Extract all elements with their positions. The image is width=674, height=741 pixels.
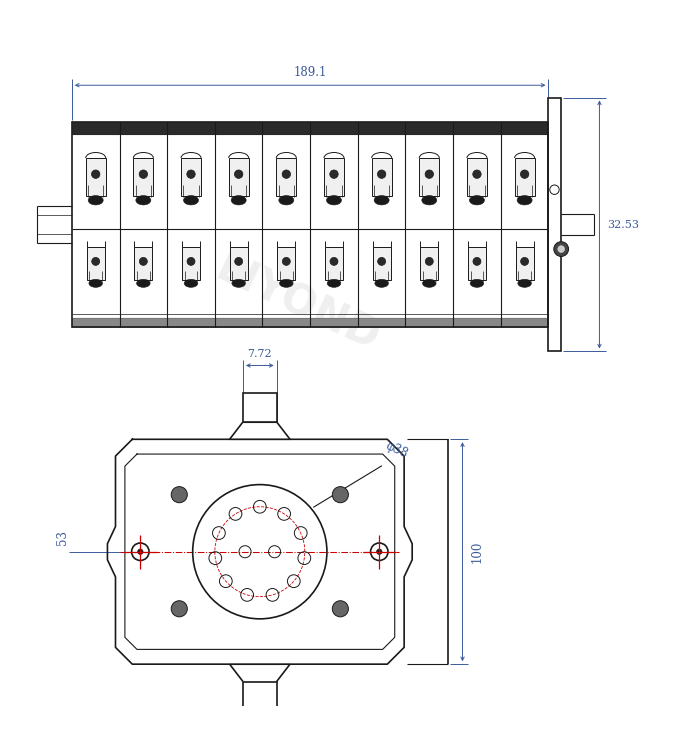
Ellipse shape (137, 279, 150, 288)
Ellipse shape (517, 196, 532, 205)
Bar (182, 247, 200, 280)
Circle shape (140, 257, 148, 265)
Circle shape (377, 549, 382, 554)
Bar (228, 158, 249, 196)
Text: 32.53: 32.53 (607, 219, 640, 230)
Circle shape (92, 170, 100, 179)
Ellipse shape (232, 279, 245, 288)
Ellipse shape (88, 196, 103, 205)
Bar (243, 393, 276, 422)
Text: 100: 100 (470, 540, 483, 563)
Bar (549, 98, 561, 351)
Text: LIYOND: LIYOND (172, 505, 301, 585)
Bar (325, 247, 343, 280)
Bar (373, 247, 391, 280)
Circle shape (330, 170, 338, 179)
Circle shape (472, 170, 481, 179)
Text: LIYOND: LIYOND (208, 247, 386, 359)
Circle shape (425, 170, 433, 179)
Bar (134, 247, 152, 280)
Ellipse shape (231, 196, 246, 205)
Circle shape (377, 257, 386, 265)
Ellipse shape (279, 196, 294, 205)
Bar (72, 122, 549, 134)
Bar (514, 158, 534, 196)
Ellipse shape (470, 279, 484, 288)
Text: φ38: φ38 (384, 439, 410, 461)
Circle shape (554, 242, 569, 256)
Circle shape (330, 257, 338, 265)
Ellipse shape (423, 279, 436, 288)
Bar (324, 158, 344, 196)
Circle shape (558, 246, 565, 253)
Bar (420, 247, 438, 280)
Ellipse shape (327, 279, 341, 288)
Bar (468, 247, 486, 280)
Bar (72, 122, 549, 327)
Ellipse shape (184, 279, 197, 288)
Text: 7.72: 7.72 (247, 350, 272, 359)
Ellipse shape (470, 196, 485, 205)
Bar (181, 158, 201, 196)
Circle shape (332, 601, 348, 617)
Ellipse shape (375, 279, 388, 288)
Ellipse shape (518, 279, 531, 288)
Bar (86, 158, 106, 196)
Bar (277, 247, 295, 280)
Circle shape (282, 170, 290, 179)
Circle shape (520, 257, 528, 265)
Circle shape (520, 170, 529, 179)
Ellipse shape (326, 196, 342, 205)
Ellipse shape (374, 196, 389, 205)
Ellipse shape (280, 279, 293, 288)
Ellipse shape (136, 196, 151, 205)
Bar (72, 318, 549, 327)
Ellipse shape (89, 279, 102, 288)
Bar (230, 247, 248, 280)
Polygon shape (107, 439, 412, 664)
Text: 189.1: 189.1 (293, 66, 327, 79)
Circle shape (235, 170, 243, 179)
Bar (467, 158, 487, 196)
Circle shape (137, 549, 143, 554)
Circle shape (332, 487, 348, 502)
Circle shape (425, 257, 433, 265)
Bar (72, 122, 549, 327)
Bar (133, 158, 154, 196)
Circle shape (92, 257, 100, 265)
Circle shape (377, 170, 386, 179)
Bar (419, 158, 439, 196)
Bar (87, 247, 104, 280)
Circle shape (187, 257, 195, 265)
Circle shape (282, 257, 290, 265)
Bar (243, 682, 276, 708)
Circle shape (171, 601, 187, 617)
Bar (371, 158, 392, 196)
Ellipse shape (183, 196, 199, 205)
Bar (276, 158, 297, 196)
Text: 53: 53 (55, 530, 69, 545)
Circle shape (187, 170, 195, 179)
Circle shape (171, 487, 187, 502)
Bar (516, 247, 534, 280)
Circle shape (473, 257, 481, 265)
Ellipse shape (422, 196, 437, 205)
Circle shape (235, 257, 243, 265)
Circle shape (139, 170, 148, 179)
